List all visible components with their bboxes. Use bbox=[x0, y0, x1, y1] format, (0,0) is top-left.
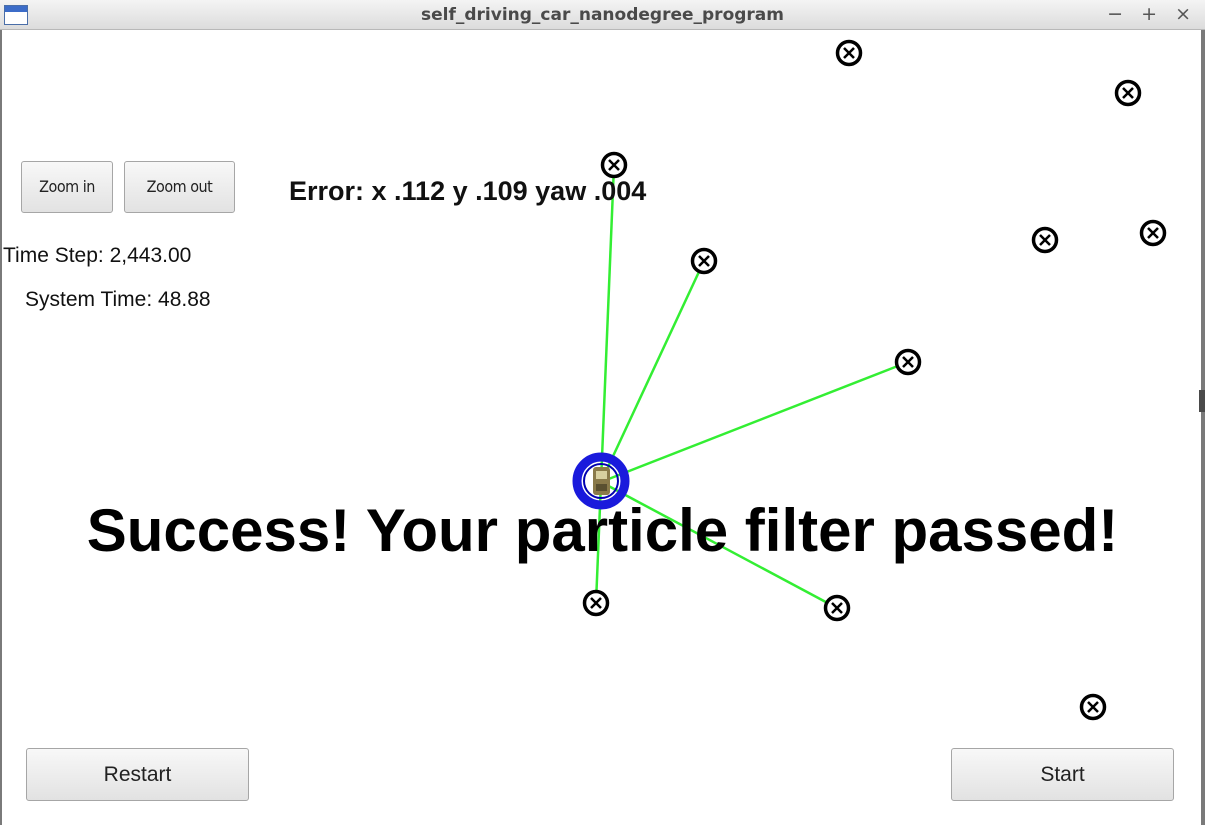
app-window-icon bbox=[4, 5, 28, 25]
close-icon[interactable]: × bbox=[1175, 3, 1191, 25]
zoom-out-button[interactable]: Zoom out bbox=[124, 161, 235, 213]
landmark-marker-icon bbox=[1114, 79, 1142, 107]
window-resize-handle[interactable] bbox=[1199, 390, 1205, 412]
landmark-marker-icon bbox=[1031, 226, 1059, 254]
success-message: Success! Your particle filter passed! bbox=[86, 497, 1119, 564]
zoom-in-button[interactable]: Zoom in bbox=[21, 161, 113, 213]
landmark-marker-icon bbox=[894, 348, 922, 376]
vehicle-icon bbox=[572, 452, 630, 510]
window-frame-left bbox=[0, 30, 2, 825]
landmark-marker-icon bbox=[823, 594, 851, 622]
observation-line bbox=[599, 260, 706, 483]
maximize-icon[interactable]: + bbox=[1141, 3, 1158, 25]
minimize-icon[interactable]: − bbox=[1107, 3, 1124, 25]
landmark-marker-icon bbox=[600, 151, 628, 179]
restart-button[interactable]: Restart bbox=[26, 748, 249, 801]
landmark-marker-icon bbox=[1079, 693, 1107, 721]
window-title: self_driving_car_nanodegree_program bbox=[420, 5, 784, 25]
start-button[interactable]: Start bbox=[951, 748, 1174, 801]
window-frame-right bbox=[1201, 30, 1205, 825]
window-titlebar[interactable]: self_driving_car_nanodegree_program − + … bbox=[0, 0, 1205, 30]
observation-line bbox=[599, 164, 616, 483]
landmark-marker-icon bbox=[582, 589, 610, 617]
landmark-marker-icon bbox=[690, 247, 718, 275]
landmark-marker-icon bbox=[835, 39, 863, 67]
time-step-label: Time Step: 2,443.00 bbox=[3, 244, 192, 267]
landmark-marker-icon bbox=[1139, 219, 1167, 247]
window-controls: − + × bbox=[1095, 3, 1191, 25]
landmarks bbox=[582, 39, 1167, 721]
observation-line bbox=[600, 360, 909, 484]
system-time-label: System Time: 48.88 bbox=[25, 288, 211, 311]
error-readout: Error: x .112 y .109 yaw .004 bbox=[289, 176, 647, 206]
observation-line bbox=[600, 480, 838, 610]
